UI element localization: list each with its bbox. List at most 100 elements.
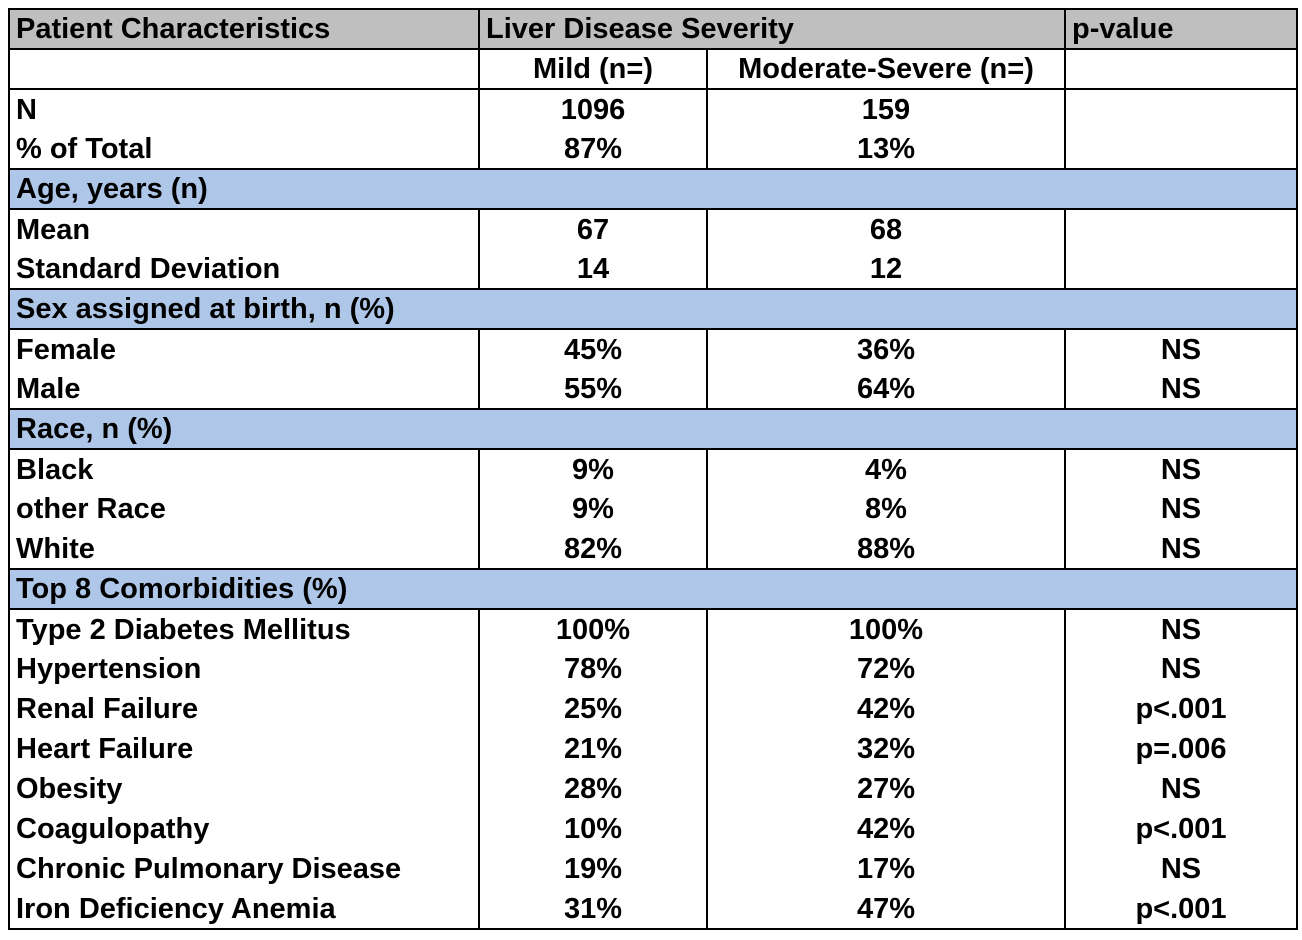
row-label: Male	[8, 369, 480, 410]
table-row: Chronic Pulmonary Disease 19% 17% NS	[8, 849, 1298, 889]
row-label: Standard Deviation	[8, 249, 480, 290]
section-title: Age, years (n)	[8, 168, 1298, 210]
section-title: Top 8 Comorbidities (%)	[8, 568, 1298, 610]
subheader-moderate-severe: Moderate-Severe (n=)	[706, 48, 1066, 90]
row-label: Coagulopathy	[8, 809, 480, 849]
row-p-value	[1064, 129, 1298, 170]
row-p-value: p<.001	[1064, 689, 1298, 729]
row-moderate-value: 100%	[706, 608, 1066, 649]
row-mild-value: 82%	[478, 529, 708, 570]
table-row: Male 55% 64% NS	[8, 369, 1298, 410]
section-header-row: Top 8 Comorbidities (%)	[8, 568, 1298, 610]
row-mild-value: 28%	[478, 769, 708, 809]
row-p-value: NS	[1064, 649, 1298, 689]
row-mild-value: 100%	[478, 608, 708, 649]
row-moderate-value: 42%	[706, 809, 1066, 849]
row-label: Renal Failure	[8, 689, 480, 729]
row-moderate-value: 12	[706, 249, 1066, 290]
row-mild-value: 10%	[478, 809, 708, 849]
row-moderate-value: 42%	[706, 689, 1066, 729]
row-label: Female	[8, 328, 480, 369]
row-label: % of Total	[8, 129, 480, 170]
table-row: Heart Failure 21% 32% p=.006	[8, 729, 1298, 769]
row-moderate-value: 88%	[706, 529, 1066, 570]
row-moderate-value: 17%	[706, 849, 1066, 889]
table-row: Female 45% 36% NS	[8, 328, 1298, 369]
subheader-p-empty-cell	[1064, 48, 1298, 90]
header-p-value: p-value	[1064, 8, 1298, 50]
table-subheader-row: Mild (n=) Moderate-Severe (n=)	[8, 48, 1298, 90]
row-label: Black	[8, 448, 480, 489]
row-moderate-value: 32%	[706, 729, 1066, 769]
table-row: other Race 9% 8% NS	[8, 489, 1298, 529]
row-label: White	[8, 529, 480, 570]
row-label: N	[8, 88, 480, 129]
row-moderate-value: 159	[706, 88, 1066, 129]
row-label: Hypertension	[8, 649, 480, 689]
row-p-value: p=.006	[1064, 729, 1298, 769]
table-row: Coagulopathy 10% 42% p<.001	[8, 809, 1298, 849]
row-p-value: NS	[1064, 489, 1298, 529]
row-p-value: p<.001	[1064, 889, 1298, 930]
row-label: Obesity	[8, 769, 480, 809]
row-mild-value: 19%	[478, 849, 708, 889]
row-moderate-value: 64%	[706, 369, 1066, 410]
table-row: Type 2 Diabetes Mellitus 100% 100% NS	[8, 608, 1298, 649]
row-p-value: NS	[1064, 769, 1298, 809]
row-p-value: NS	[1064, 328, 1298, 369]
section-header-row: Race, n (%)	[8, 408, 1298, 450]
section-header-row: Age, years (n)	[8, 168, 1298, 210]
table-row: White 82% 88% NS	[8, 529, 1298, 570]
section-title: Race, n (%)	[8, 408, 1298, 450]
row-label: Mean	[8, 208, 480, 249]
table-row: Black 9% 4% NS	[8, 448, 1298, 489]
row-label: Iron Deficiency Anemia	[8, 889, 480, 930]
subheader-empty-cell	[8, 48, 480, 90]
row-mild-value: 9%	[478, 448, 708, 489]
table-header-row: Patient Characteristics Liver Disease Se…	[8, 8, 1298, 50]
row-p-value: NS	[1064, 608, 1298, 649]
row-moderate-value: 4%	[706, 448, 1066, 489]
row-moderate-value: 36%	[706, 328, 1066, 369]
row-moderate-value: 8%	[706, 489, 1066, 529]
section-header-row: Sex assigned at birth, n (%)	[8, 288, 1298, 330]
row-p-value	[1064, 88, 1298, 129]
row-p-value: NS	[1064, 448, 1298, 489]
section-title: Sex assigned at birth, n (%)	[8, 288, 1298, 330]
row-p-value: NS	[1064, 369, 1298, 410]
row-label: Heart Failure	[8, 729, 480, 769]
row-moderate-value: 27%	[706, 769, 1066, 809]
row-mild-value: 67	[478, 208, 708, 249]
row-mild-value: 9%	[478, 489, 708, 529]
header-liver-disease-severity: Liver Disease Severity	[478, 8, 1066, 50]
table-row: Iron Deficiency Anemia 31% 47% p<.001	[8, 889, 1298, 930]
row-mild-value: 21%	[478, 729, 708, 769]
row-mild-value: 55%	[478, 369, 708, 410]
header-patient-characteristics: Patient Characteristics	[8, 8, 480, 50]
table-row: Renal Failure 25% 42% p<.001	[8, 689, 1298, 729]
table-row: Hypertension 78% 72% NS	[8, 649, 1298, 689]
row-mild-value: 14	[478, 249, 708, 290]
row-label: Chronic Pulmonary Disease	[8, 849, 480, 889]
row-mild-value: 87%	[478, 129, 708, 170]
row-p-value: p<.001	[1064, 809, 1298, 849]
patient-characteristics-table: Patient Characteristics Liver Disease Se…	[8, 8, 1298, 930]
table-row: Standard Deviation 14 12	[8, 249, 1298, 290]
row-moderate-value: 13%	[706, 129, 1066, 170]
row-p-value	[1064, 249, 1298, 290]
row-moderate-value: 68	[706, 208, 1066, 249]
row-mild-value: 1096	[478, 88, 708, 129]
characteristics-table-container: Patient Characteristics Liver Disease Se…	[8, 8, 1298, 930]
row-moderate-value: 47%	[706, 889, 1066, 930]
row-label: Type 2 Diabetes Mellitus	[8, 608, 480, 649]
table-row: N 1096 159	[8, 88, 1298, 129]
row-mild-value: 25%	[478, 689, 708, 729]
row-mild-value: 78%	[478, 649, 708, 689]
row-mild-value: 45%	[478, 328, 708, 369]
row-label: other Race	[8, 489, 480, 529]
table-row: % of Total 87% 13%	[8, 129, 1298, 170]
table-row: Obesity 28% 27% NS	[8, 769, 1298, 809]
row-mild-value: 31%	[478, 889, 708, 930]
table-row: Mean 67 68	[8, 208, 1298, 249]
row-moderate-value: 72%	[706, 649, 1066, 689]
